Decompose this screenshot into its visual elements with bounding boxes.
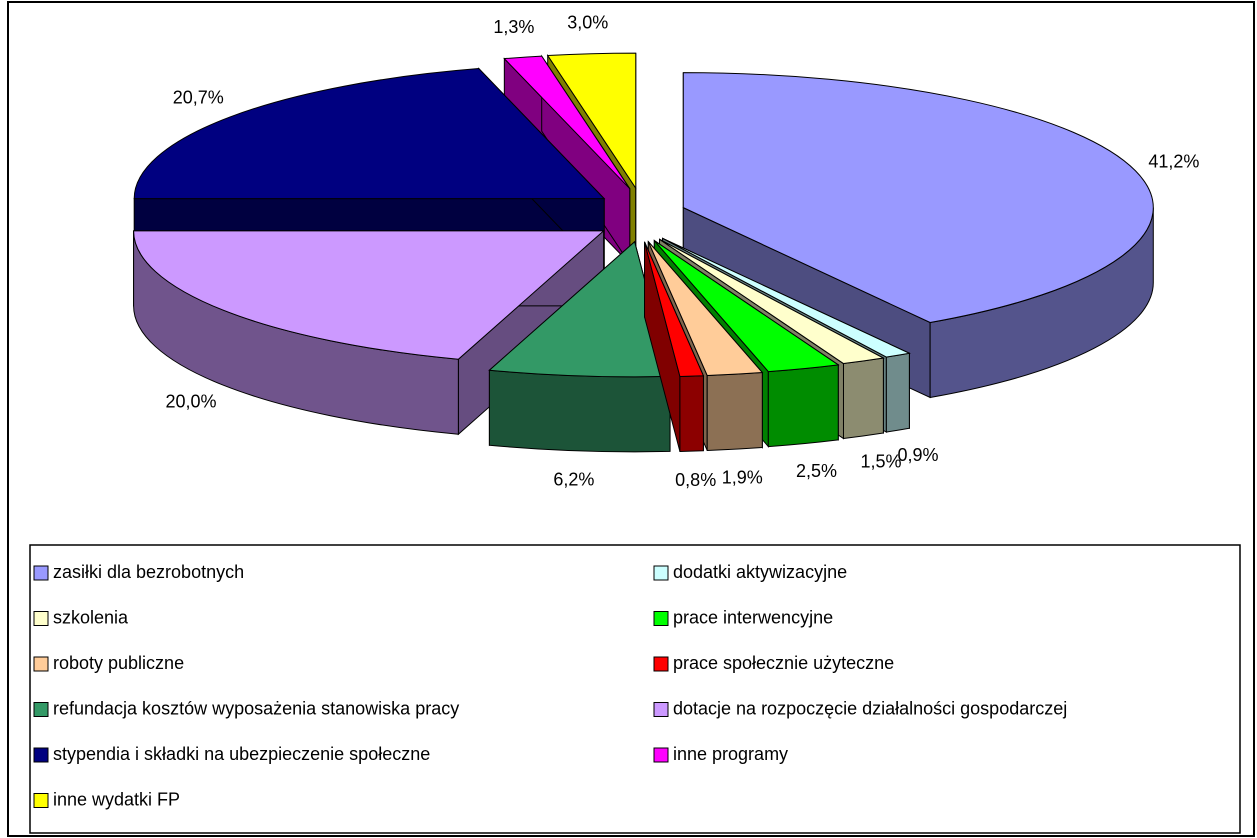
legend-swatch <box>33 611 49 626</box>
slice <box>682 72 1154 324</box>
legend-swatch <box>653 611 669 626</box>
legend-label: dotacje na rozpoczęcie działalności gosp… <box>673 698 1067 718</box>
legend-label: zasiłki dla bezrobotnych <box>53 562 244 582</box>
data-label: 20,0% <box>165 392 216 412</box>
data-label: 3,0% <box>567 13 608 33</box>
slice <box>503 55 631 190</box>
slice <box>647 241 764 376</box>
legend-swatch <box>33 565 49 581</box>
legend-label: inne programy <box>673 744 788 764</box>
legend-label: inne wydatki FP <box>53 789 180 809</box>
data-label: 20,7% <box>173 88 224 108</box>
legend-label: prace społecznie użyteczne <box>673 653 894 673</box>
legend-swatch <box>653 747 669 763</box>
slice <box>133 230 605 360</box>
slice <box>662 237 912 358</box>
legend-label: roboty publiczne <box>53 653 184 673</box>
legend-label: dodatki aktywizacyjne <box>673 562 847 582</box>
slice-side <box>885 352 910 433</box>
chart-frame <box>7 1 1255 837</box>
slice-side <box>842 357 884 440</box>
legend-swatch <box>33 702 49 717</box>
legend-label: stypendia i składki na ubezpieczenie spo… <box>53 744 430 764</box>
legend-label: prace interwencyjne <box>673 607 833 627</box>
slice-side <box>767 364 839 448</box>
legend-swatch <box>653 565 669 581</box>
legend-swatch <box>33 793 49 808</box>
data-label: 0,8% <box>675 470 716 490</box>
slice <box>659 238 885 365</box>
data-label: 1,5% <box>861 452 902 472</box>
legend-box <box>29 544 1241 834</box>
slice <box>133 68 606 200</box>
data-label: 2,5% <box>796 461 837 481</box>
legend-label: refundacja kosztów wyposażenia stanowisk… <box>53 698 459 718</box>
slice-side <box>706 371 763 451</box>
data-label: 6,2% <box>553 469 594 489</box>
data-label: 0,9% <box>897 445 938 465</box>
legend-label: szkolenia <box>53 607 129 627</box>
data-label: 1,3% <box>493 17 534 37</box>
legend-swatch <box>653 702 669 717</box>
slice-side <box>488 369 671 453</box>
data-label: 41,2% <box>1148 151 1199 171</box>
slice <box>546 52 637 190</box>
slice <box>644 241 705 377</box>
legend-swatch <box>653 656 669 672</box>
slice-group <box>133 229 605 436</box>
legend-swatch <box>33 747 49 763</box>
slice-side <box>679 375 704 452</box>
legend-swatch <box>33 656 49 672</box>
slice-group <box>644 241 705 452</box>
slice <box>653 240 840 373</box>
data-label: 1,9% <box>722 467 763 487</box>
